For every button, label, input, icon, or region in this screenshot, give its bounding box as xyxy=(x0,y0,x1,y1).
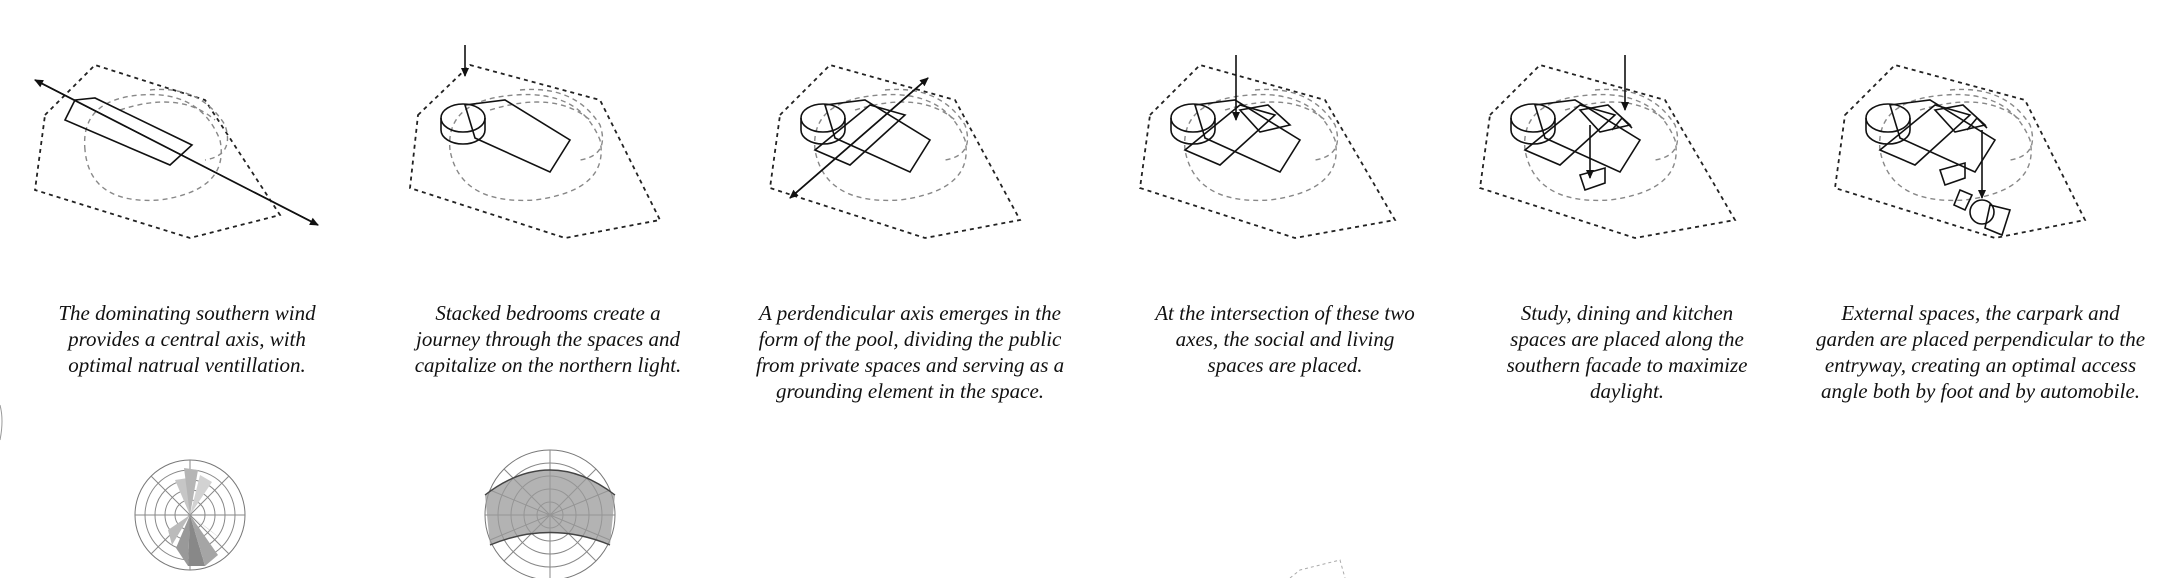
wind-rose-icon xyxy=(134,459,246,571)
edge-fragment xyxy=(0,404,3,441)
study-dining-kitchen-diagram xyxy=(1479,55,1737,239)
partial-sketch-fragment xyxy=(1289,559,1346,579)
caption-pool-axis: A perdendicular axis emerges in the form… xyxy=(755,301,1065,403)
social-living-intersection-diagram xyxy=(1139,55,1397,239)
caption-stacked-bedrooms: Stacked bedrooms create a journey throug… xyxy=(414,301,682,377)
bedrooms-north-light-diagram xyxy=(409,45,662,239)
external-spaces-carpark-diagram xyxy=(1834,63,2087,239)
site-wind-axis-diagram xyxy=(34,63,319,239)
pool-perpendicular-axis-diagram xyxy=(769,63,1022,239)
caption-study-dining-kitchen: Study, dining and kitchen spaces are pla… xyxy=(1506,301,1748,403)
sun-path-icon xyxy=(484,449,616,581)
caption-external-spaces: External spaces, the carpark and garden … xyxy=(1815,301,2146,403)
caption-social-living: At the intersection of these two axes, t… xyxy=(1155,301,1415,377)
caption-wind-axis: The dominating southern wind provides a … xyxy=(58,301,316,377)
